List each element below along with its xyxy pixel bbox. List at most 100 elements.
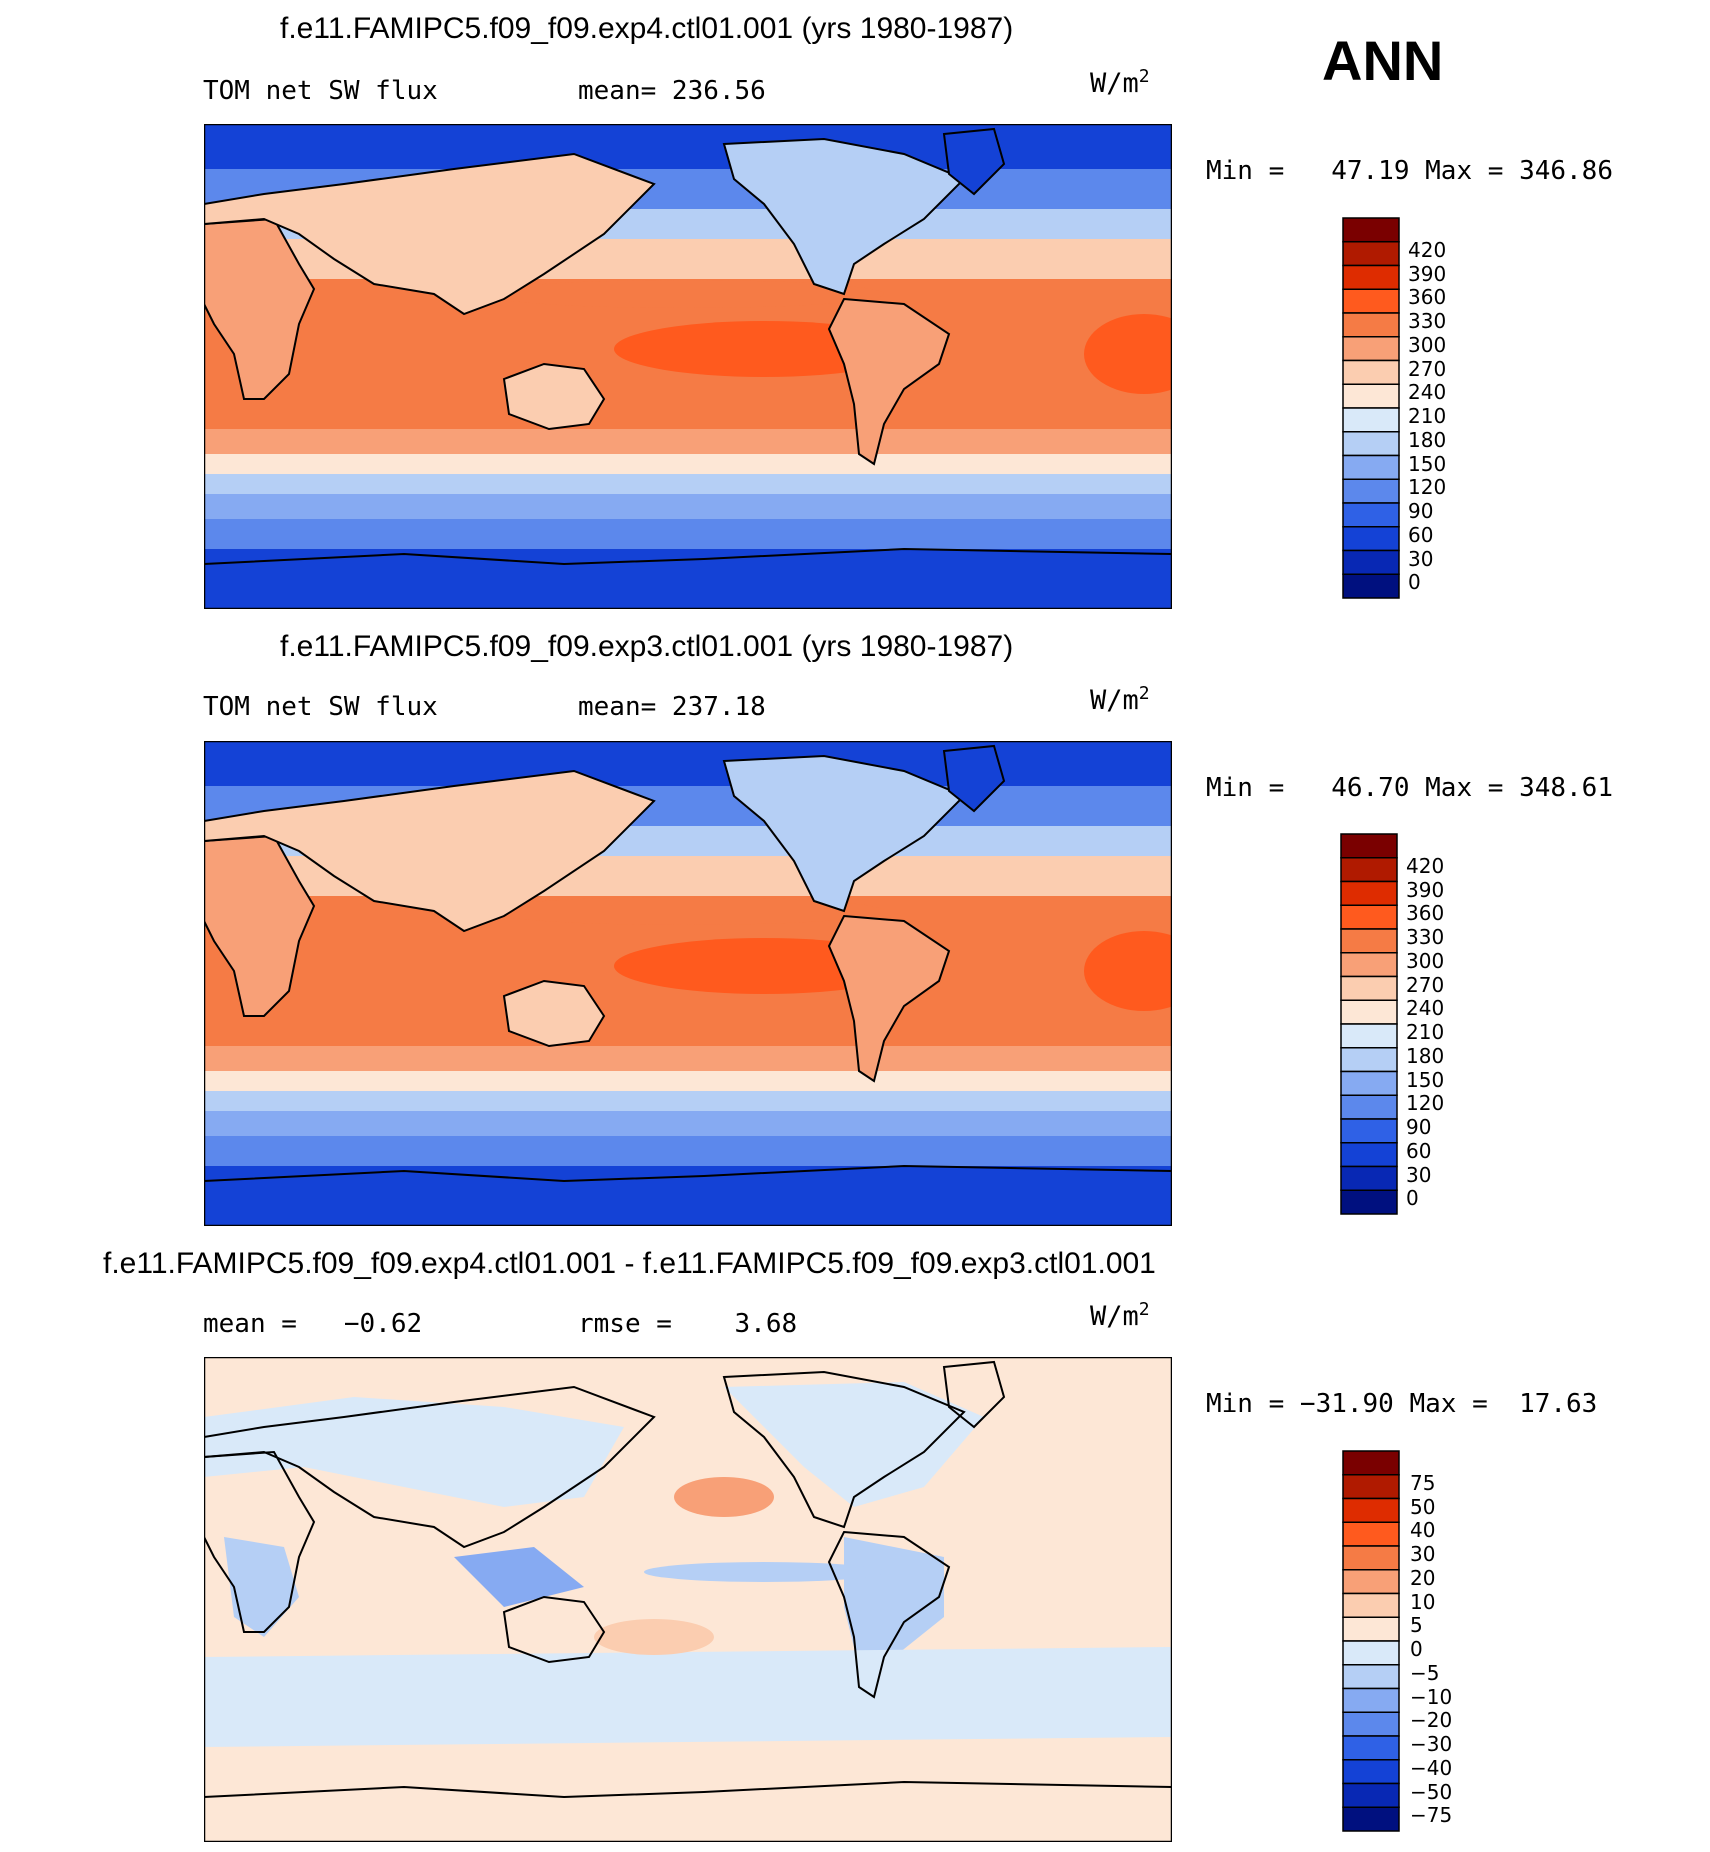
colorbar-swatch [1342, 359, 1400, 385]
hotspot-south-atlantic [1084, 314, 1172, 394]
colorbar-swatch [1340, 1165, 1398, 1191]
panel-1-units: W/m2 [1090, 66, 1150, 99]
colorbar-swatch [1340, 880, 1398, 906]
panel-2-mean-label: mean= 237.18 [578, 692, 766, 722]
colorbar-swatch [1342, 1711, 1400, 1737]
colorbar-tick-label: 60 [1408, 522, 1434, 547]
panel-1-map [204, 124, 1172, 609]
band-sh-60 [204, 519, 1172, 549]
panel-2-title: f.e11.FAMIPC5.f09_f09.exp3.ctl01.001 (yr… [280, 630, 1014, 663]
colorbar-swatch [1340, 1070, 1398, 1096]
colorbar-swatch [1342, 264, 1400, 290]
band-sh-40 [204, 474, 1172, 494]
colorbar-swatch [1342, 1640, 1400, 1666]
colorbar-tick-label: 75 [1410, 1470, 1436, 1495]
colorbar-swatch [1342, 1806, 1400, 1832]
colorbar-tick-label: 0 [1410, 1637, 1423, 1661]
colorbar-swatch [1340, 1094, 1398, 1120]
band-sh-50 [204, 494, 1172, 519]
colorbar-tick-label: 10 [1410, 1589, 1436, 1614]
diff-patch-maritime [454, 1547, 584, 1607]
colorbar-tick-label: −40 [1410, 1755, 1453, 1780]
continent-south-america [827, 297, 951, 466]
band-sh-40 [204, 1091, 1172, 1111]
panel-1-colorbar [1342, 217, 1400, 599]
panel-1-mean-label: mean= 236.56 [578, 76, 766, 106]
panel-2-variable-label: TOM net SW flux [203, 692, 438, 722]
continent-australia [502, 979, 606, 1048]
colorbar-tick-label: 0 [1406, 1186, 1419, 1211]
colorbar-swatch [1340, 1023, 1398, 1049]
continent-eurasia [204, 1385, 656, 1549]
panel-3-map [204, 1357, 1172, 1842]
colorbar-swatch [1342, 526, 1400, 552]
continent-africa [204, 217, 316, 400]
colorbar-tick-label: 270 [1408, 356, 1447, 381]
panel-2-units: W/m2 [1090, 683, 1150, 716]
band-sh-sub [204, 1046, 1172, 1071]
panel-3-colorbar [1342, 1450, 1400, 1832]
continent-eurasia [204, 152, 656, 316]
colorbar-swatch [1340, 833, 1398, 859]
colorbar-tick-label: 360 [1406, 901, 1445, 926]
colorbar-tick-label: −30 [1410, 1732, 1453, 1756]
colorbar-swatch [1342, 1497, 1400, 1523]
diff-patch-south-pacific [594, 1619, 714, 1655]
colorbar-tick-label: 240 [1408, 380, 1447, 405]
colorbar-tick-label: 240 [1406, 996, 1445, 1021]
colorbar-tick-label: 180 [1408, 427, 1447, 452]
colorbar-swatch [1342, 1687, 1400, 1713]
colorbar-tick-label: 50 [1410, 1494, 1436, 1519]
continent-greenland [942, 744, 1006, 813]
colorbar-swatch [1342, 1616, 1400, 1642]
continent-eurasia [204, 769, 656, 933]
band-sh-mid [204, 1071, 1172, 1091]
continent-australia [502, 1595, 606, 1664]
panel-1-title: f.e11.FAMIPC5.f09_f09.exp4.ctl01.001 (yr… [280, 12, 1014, 45]
colorbar-tick-label: 90 [1408, 499, 1434, 523]
colorbar-tick-label: 30 [1410, 1542, 1436, 1566]
colorbar-tick-label: 150 [1408, 451, 1447, 476]
colorbar-tick-label: 210 [1408, 404, 1447, 428]
panel-2-minmax: Min = 46.70 Max = 348.61 [1206, 773, 1613, 803]
band-sh-mid [204, 454, 1172, 474]
colorbar-tick-label: 360 [1408, 285, 1447, 310]
colorbar-tick-label: 30 [1406, 1162, 1432, 1187]
band-sh-sub [204, 429, 1172, 454]
colorbar-swatch [1340, 1189, 1398, 1215]
continent-north-america [722, 137, 966, 296]
continent-antarctica [204, 547, 1172, 609]
colorbar-tick-label: 420 [1408, 237, 1447, 262]
colorbar-tick-label: −10 [1410, 1684, 1453, 1709]
colorbar-tick-label: 20 [1410, 1565, 1436, 1590]
continent-north-america [722, 754, 966, 913]
colorbar-tick-label: 330 [1408, 309, 1447, 333]
diff-patch-central-pacific [674, 1477, 774, 1517]
hotspot-south-atlantic [1084, 931, 1172, 1011]
colorbar-tick-label: 120 [1408, 475, 1447, 500]
colorbar-tick-label: −20 [1410, 1708, 1453, 1733]
colorbar-swatch [1342, 1782, 1400, 1808]
band-sh-50 [204, 1111, 1172, 1136]
panel-3-minmax: Min = −31.90 Max = 17.63 [1206, 1389, 1598, 1419]
colorbar-swatch [1342, 431, 1400, 457]
band-arctic [204, 124, 1172, 169]
colorbar-swatch [1342, 573, 1400, 599]
colorbar-swatch [1342, 1664, 1400, 1690]
continent-antarctica [204, 1164, 1172, 1226]
colorbar-tick-label: 390 [1408, 261, 1447, 286]
panel-3-mean-label: mean = −0.62 [203, 1309, 423, 1339]
colorbar-swatch [1342, 312, 1400, 338]
continent-africa [204, 1450, 316, 1633]
panel-1-variable-label: TOM net SW flux [203, 76, 438, 106]
hotspot-north-pacific [484, 280, 884, 308]
colorbar-swatch [1342, 407, 1400, 433]
diff-patch-north-america [724, 1382, 984, 1507]
colorbar-tick-label: −5 [1410, 1660, 1440, 1685]
colorbar-tick-label: 30 [1408, 546, 1434, 571]
panel-3-rmse-label: rmse = 3.68 [578, 1309, 798, 1339]
hotspot-north-pacific [484, 897, 884, 925]
colorbar-tick-label: 90 [1406, 1115, 1432, 1139]
diff-patch-eurasia [204, 1397, 624, 1507]
colorbar-tick-label: 210 [1406, 1020, 1445, 1044]
